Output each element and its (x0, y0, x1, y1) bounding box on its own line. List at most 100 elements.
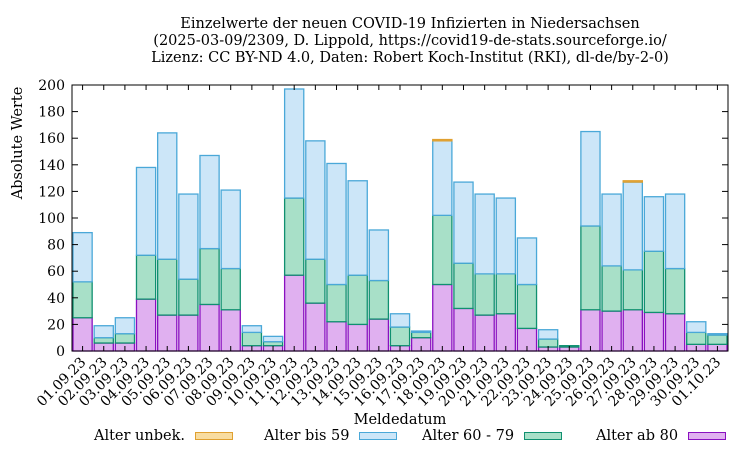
bar-alter-bis-59-13.09.23 (326, 162, 347, 286)
bar-alter-60-79-11.09.23 (283, 197, 305, 276)
bar-alter-ab-80-18.09.23 (432, 283, 453, 352)
legend-swatch (688, 432, 727, 440)
bar-alter-60-79-30.09.23 (686, 331, 707, 346)
bar-alter-60-79-22.09.23 (516, 283, 538, 330)
bar-alter-ab-80-26.09.23 (601, 310, 622, 352)
bar-alter-60-79-27.09.23 (622, 269, 644, 311)
bar-alter-ab-80-07.09.23 (199, 303, 220, 352)
y-tick-label: 180 (38, 105, 65, 121)
bar-alter-bis-59-11.09.23 (283, 88, 305, 199)
bar-alter-ab-80-12.09.23 (305, 302, 326, 352)
y-tick-label: 40 (47, 291, 65, 307)
bar-alter-bis-59-25.09.23 (580, 130, 601, 227)
legend-label: Alter unbek. (94, 428, 185, 444)
bar-alter-60-79-26.09.23 (601, 265, 622, 312)
bar-alter-bis-59-30.09.23 (686, 321, 707, 334)
bar-alter-unbek--27.09.23 (622, 180, 644, 183)
bar-alter-bis-59-09.09.23 (241, 325, 263, 334)
bar-alter-bis-59-20.09.23 (474, 193, 495, 275)
bar-alter-ab-80-19.09.23 (453, 307, 474, 352)
bar-alter-ab-80-29.09.23 (664, 313, 686, 352)
bar-alter-60-79-04.09.23 (135, 254, 157, 300)
bar-alter-60-79-20.09.23 (474, 273, 495, 316)
bar-alter-bis-59-01.10.23 (707, 333, 728, 336)
bar-alter-60-79-12.09.23 (305, 258, 326, 304)
bar-alter-60-79-25.09.23 (580, 225, 601, 311)
bar-alter-60-79-29.09.23 (664, 267, 686, 315)
bar-alter-ab-80-20.09.23 (474, 314, 495, 352)
bar-alter-bis-59-15.09.23 (368, 229, 390, 282)
bar-alter-bis-59-07.09.23 (199, 154, 220, 250)
bar-alter-bis-59-01.09.23 (72, 231, 93, 283)
bar-alter-bis-59-02.09.23 (93, 325, 114, 339)
legend-label: Alter ab 80 (596, 428, 679, 444)
bar-alter-60-79-19.09.23 (453, 262, 474, 310)
chart-title-line-3: Lizenz: CC BY-ND 4.0, Daten: Robert Koch… (151, 50, 669, 66)
legend-label: Alter 60 - 79 (422, 428, 515, 444)
legend-item-alter-ab-80: Alter ab 80 (596, 428, 727, 444)
bar-alter-60-79-17.09.23 (410, 331, 432, 339)
bar-alter-60-79-05.09.23 (156, 258, 178, 316)
bar-alter-ab-80-25.09.23 (580, 309, 601, 352)
bar-alter-ab-80-04.09.23 (135, 298, 157, 352)
bar-alter-bis-59-26.09.23 (601, 193, 622, 267)
bar-alter-bis-59-18.09.23 (432, 140, 453, 216)
bar-alter-ab-80-06.09.23 (178, 314, 199, 352)
bar-alter-unbek--18.09.23 (432, 138, 453, 142)
bar-alter-60-79-13.09.23 (326, 283, 347, 323)
bar-alter-60-79-16.09.23 (389, 326, 411, 347)
bar-alter-bis-59-06.09.23 (178, 193, 199, 280)
bar-alter-60-79-15.09.23 (368, 279, 390, 320)
chart-title-line-1: Einzelwerte der neuen COVID-19 Infiziert… (180, 16, 640, 32)
bar-alter-60-79-06.09.23 (178, 278, 199, 316)
legend-item-alter-bis-59: Alter bis 59 (264, 428, 398, 444)
legend-item-alter-60-79: Alter 60 - 79 (422, 428, 563, 444)
bar-alter-ab-80-21.09.23 (495, 313, 517, 352)
bar-alter-bis-59-17.09.23 (410, 330, 432, 334)
bar-alter-bis-59-10.09.23 (262, 335, 284, 343)
bar-alter-60-79-07.09.23 (199, 247, 220, 306)
bar-alter-bis-59-22.09.23 (516, 237, 538, 286)
bar-alter-bis-59-03.09.23 (114, 317, 136, 335)
y-tick-label: 20 (47, 317, 65, 333)
bar-alter-60-79-02.09.23 (93, 337, 114, 344)
bar-alter-bis-59-05.09.23 (156, 132, 178, 260)
bar-alter-60-79-08.09.23 (220, 267, 241, 311)
bar-alter-60-79-23.09.23 (537, 338, 559, 348)
bar-alter-bis-59-04.09.23 (135, 166, 157, 256)
y-tick-label: 0 (56, 344, 65, 360)
bar-alter-60-79-14.09.23 (347, 274, 368, 326)
y-tick-label: 160 (38, 131, 65, 147)
bar-alter-bis-59-27.09.23 (622, 181, 644, 271)
chart-title-line-2: (2025-03-09/2309, D. Lippold, https://co… (153, 33, 667, 49)
y-tick-label: 200 (38, 78, 65, 94)
bar-alter-bis-59-19.09.23 (453, 181, 474, 264)
bar-alter-bis-59-29.09.23 (664, 193, 686, 270)
bar-alter-60-79-18.09.23 (432, 214, 453, 286)
bar-alter-ab-80-27.09.23 (622, 309, 644, 352)
legend-swatch (195, 432, 233, 440)
y-axis-label: Absolute Werte (10, 86, 26, 200)
bar-alter-60-79-01.09.23 (72, 281, 93, 319)
legend-item-alter-unbek: Alter unbek. (94, 428, 233, 444)
bar-alter-ab-80-28.09.23 (643, 311, 665, 352)
bar-alter-60-79-01.10.23 (707, 334, 728, 346)
bar-alter-bis-59-14.09.23 (347, 180, 368, 276)
bar-alter-bis-59-16.09.23 (389, 313, 411, 328)
bar-alter-ab-80-11.09.23 (283, 274, 305, 352)
bar-alter-bis-59-08.09.23 (220, 189, 241, 270)
y-tick-label: 100 (38, 211, 65, 227)
y-tick-label: 80 (47, 238, 65, 254)
bar-alter-ab-80-05.09.23 (156, 314, 178, 352)
bar-alter-ab-80-08.09.23 (220, 309, 241, 352)
bar-alter-60-79-28.09.23 (643, 250, 665, 314)
y-tick-label: 140 (38, 158, 65, 174)
y-tick-label: 120 (38, 184, 65, 200)
legend-swatch (359, 432, 398, 440)
bar-alter-60-79-09.09.23 (241, 331, 263, 347)
legend-label: Alter bis 59 (264, 428, 350, 444)
legend-swatch (524, 432, 563, 440)
bar-alter-bis-59-28.09.23 (643, 196, 665, 252)
y-tick-label: 60 (47, 264, 65, 280)
